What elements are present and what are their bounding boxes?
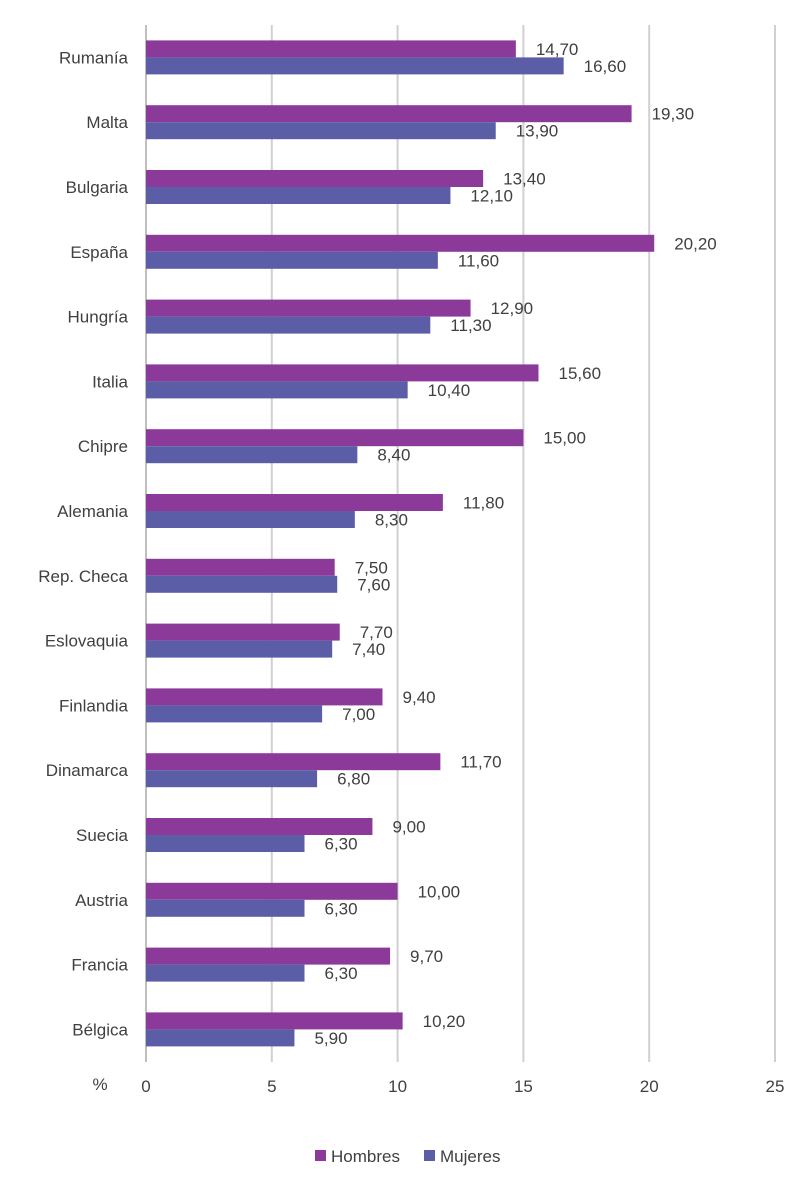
bar-hombres bbox=[146, 40, 516, 58]
legend-swatch-mujeres bbox=[424, 1150, 435, 1161]
x-tick-label: 20 bbox=[640, 1077, 659, 1096]
data-label-hombres: 12,90 bbox=[491, 299, 534, 318]
bar-mujeres bbox=[146, 835, 305, 852]
category-label: España bbox=[70, 243, 128, 262]
data-label-hombres: 19,30 bbox=[652, 105, 695, 124]
data-label-mujeres: 6,30 bbox=[325, 835, 358, 854]
bar-hombres bbox=[146, 364, 539, 382]
data-label-mujeres: 6,30 bbox=[325, 964, 358, 983]
x-tick-label: 10 bbox=[388, 1077, 407, 1096]
data-label-hombres: 9,70 bbox=[410, 947, 443, 966]
data-label-hombres: 7,50 bbox=[355, 558, 388, 577]
data-label-mujeres: 10,40 bbox=[428, 381, 471, 400]
bar-hombres bbox=[146, 947, 391, 965]
bar-hombres bbox=[146, 753, 441, 771]
bar-mujeres bbox=[146, 57, 564, 75]
category-label: Italia bbox=[92, 372, 128, 391]
data-label-mujeres: 12,10 bbox=[470, 187, 513, 206]
bar-hombres bbox=[146, 494, 443, 511]
bar-mujeres bbox=[146, 899, 305, 917]
data-label-mujeres: 7,40 bbox=[352, 640, 385, 659]
category-label: Alemania bbox=[57, 502, 128, 521]
data-label-mujeres: 6,30 bbox=[325, 899, 358, 918]
data-label-hombres: 14,70 bbox=[536, 40, 579, 59]
bar-mujeres bbox=[146, 187, 451, 204]
bar-mujeres bbox=[146, 964, 305, 982]
bar-mujeres bbox=[146, 122, 496, 140]
x-axis-ticks: 0 5 10 15 20 25 bbox=[141, 1077, 784, 1096]
x-tick-label: 0 bbox=[141, 1077, 150, 1096]
bar-hombres bbox=[146, 818, 373, 835]
x-tick-label: 5 bbox=[267, 1077, 276, 1096]
bar-hombres bbox=[146, 1012, 403, 1030]
bar-hombres bbox=[146, 105, 632, 123]
x-tick-label: 25 bbox=[766, 1077, 785, 1096]
bar-mujeres bbox=[146, 511, 355, 528]
data-label-mujeres: 7,00 bbox=[342, 705, 375, 724]
bar-hombres bbox=[146, 882, 398, 900]
data-label-hombres: 13,40 bbox=[503, 170, 546, 189]
bar-mujeres bbox=[146, 705, 323, 723]
category-label: Chipre bbox=[78, 437, 128, 456]
bar-mujeres bbox=[146, 1029, 295, 1047]
data-label-hombres: 7,70 bbox=[360, 623, 393, 642]
data-label-mujeres: 13,90 bbox=[516, 122, 559, 141]
x-tick-label: 15 bbox=[514, 1077, 533, 1096]
category-label: Eslovaquia bbox=[45, 632, 129, 651]
bar-mujeres bbox=[146, 316, 431, 334]
bar-hombres bbox=[146, 688, 383, 706]
bar-mujeres bbox=[146, 446, 358, 464]
data-label-hombres: 10,00 bbox=[418, 882, 461, 901]
category-label: Austria bbox=[75, 891, 128, 910]
data-label-hombres: 9,40 bbox=[403, 688, 436, 707]
category-label: Francia bbox=[71, 956, 128, 975]
legend-label-mujeres: Mujeres bbox=[440, 1147, 500, 1166]
data-label-hombres: 15,60 bbox=[558, 364, 601, 383]
data-label-hombres: 11,80 bbox=[463, 494, 504, 513]
legend: Hombres Mujeres bbox=[315, 1147, 500, 1166]
bar-hombres bbox=[146, 170, 484, 187]
bar-mujeres bbox=[146, 381, 408, 399]
category-label: Suecia bbox=[76, 826, 129, 845]
category-label: Rumanía bbox=[59, 48, 129, 67]
bar-hombres bbox=[146, 623, 340, 641]
data-label-mujeres: 8,30 bbox=[375, 511, 408, 530]
data-label-hombres: 9,00 bbox=[392, 818, 425, 837]
data-label-mujeres: 5,90 bbox=[314, 1029, 347, 1048]
category-label: Bélgica bbox=[72, 1020, 128, 1039]
category-label: Malta bbox=[86, 113, 128, 132]
bar-hombres bbox=[146, 234, 655, 252]
category-label: Finlandia bbox=[59, 696, 129, 715]
bars bbox=[146, 40, 655, 1047]
bar-hombres bbox=[146, 299, 471, 317]
x-axis-label: % bbox=[92, 1075, 107, 1094]
data-label-mujeres: 6,80 bbox=[337, 770, 370, 789]
data-label-hombres: 15,00 bbox=[543, 429, 586, 448]
bar-hombres bbox=[146, 558, 335, 576]
data-label-mujeres: 8,40 bbox=[377, 446, 410, 465]
data-label-hombres: 10,20 bbox=[423, 1012, 466, 1031]
legend-swatch-hombres bbox=[315, 1150, 326, 1161]
data-label-mujeres: 11,30 bbox=[450, 316, 491, 335]
legend-label-hombres: Hombres bbox=[331, 1147, 400, 1166]
bar-mujeres bbox=[146, 640, 333, 658]
category-label: Dinamarca bbox=[46, 761, 129, 780]
category-label: Hungría bbox=[68, 308, 129, 327]
data-label-mujeres: 11,60 bbox=[458, 251, 499, 270]
data-label-hombres: 11,70 bbox=[460, 753, 501, 772]
data-label-hombres: 20,20 bbox=[674, 234, 717, 253]
bar-mujeres bbox=[146, 251, 438, 269]
category-label: Bulgaria bbox=[66, 178, 129, 197]
category-labels: Rumanía Malta Bulgaria España Hungría Italia C… bbox=[38, 48, 128, 1039]
data-label-mujeres: 16,60 bbox=[584, 57, 627, 76]
bar-hombres bbox=[146, 429, 524, 447]
bar-mujeres bbox=[146, 575, 338, 593]
category-label: Rep. Checa bbox=[38, 567, 128, 586]
data-label-mujeres: 7,60 bbox=[357, 575, 390, 594]
bar-mujeres bbox=[146, 770, 318, 788]
